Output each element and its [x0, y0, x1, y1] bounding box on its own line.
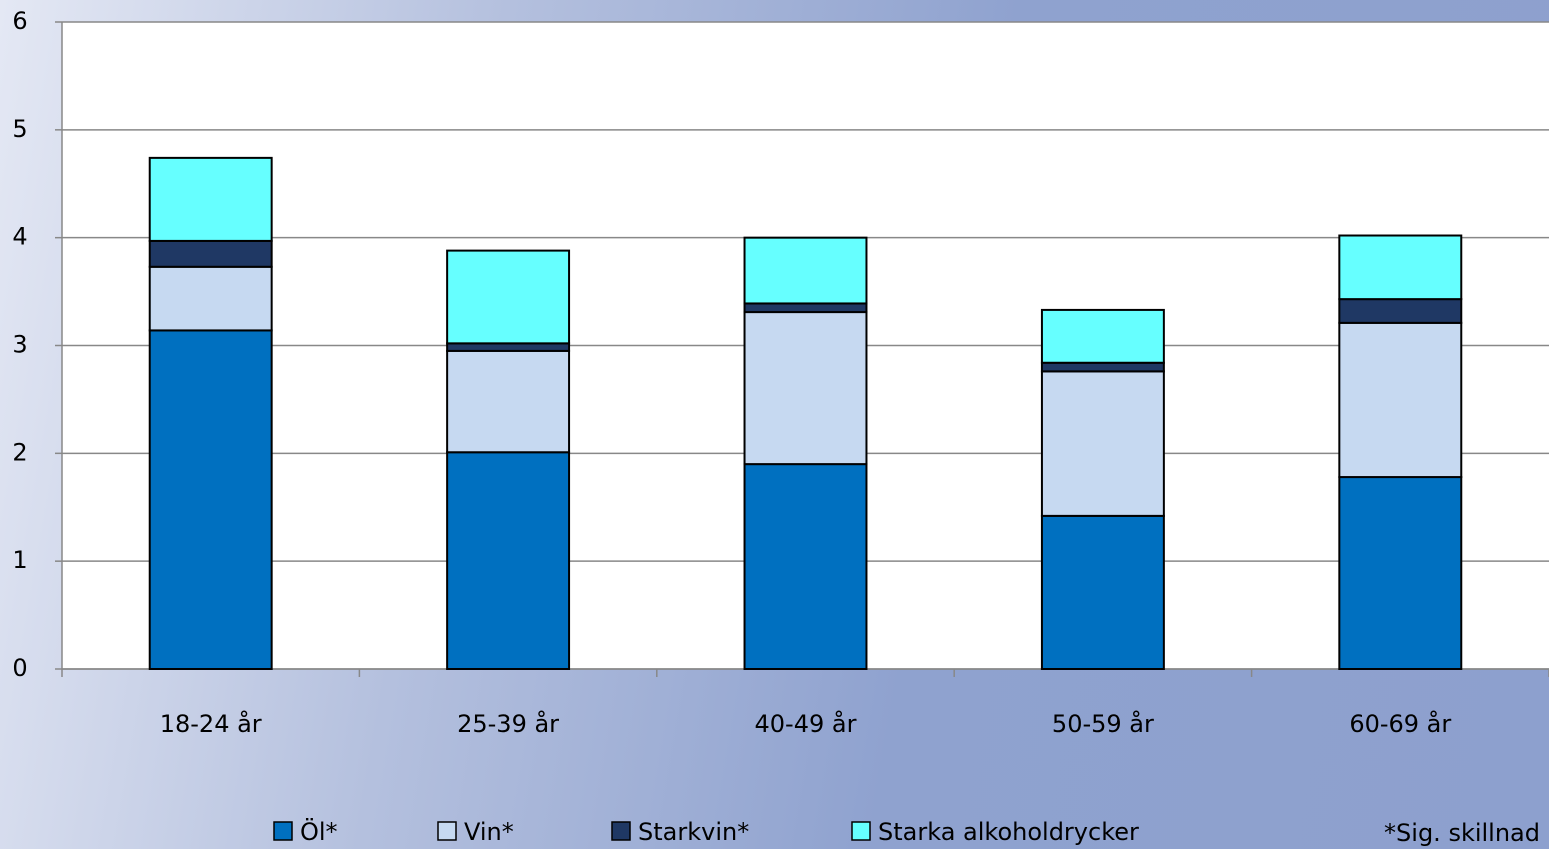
bar-segment	[743, 236, 868, 305]
x-tick-label: 50-59 år	[1052, 709, 1154, 738]
y-tick-label: 3	[12, 331, 27, 359]
bar-segment	[1338, 321, 1463, 479]
y-tick-label: 2	[12, 438, 27, 466]
legend-label: Starka alkoholdrycker	[878, 818, 1139, 846]
bar-segment	[446, 342, 571, 352]
x-tick-label: 40-49 år	[755, 709, 857, 738]
bar-segment	[148, 265, 273, 332]
bar-segment	[446, 451, 571, 670]
bar-segment	[446, 249, 571, 345]
bar-segment	[1040, 370, 1165, 517]
bar-segment	[446, 349, 571, 454]
bar-segment	[1040, 308, 1165, 364]
bar-segment	[148, 156, 273, 242]
bar-segment	[148, 329, 273, 670]
legend-label: Öl*	[300, 817, 338, 846]
legend-label: Vin*	[464, 818, 514, 846]
legend-swatch	[851, 821, 871, 841]
bar-segment	[743, 311, 868, 466]
x-tick-label: 60-69 år	[1349, 709, 1451, 738]
x-tick-label: 18-24 år	[160, 709, 262, 738]
y-tick-label: 0	[12, 654, 27, 682]
y-tick-label: 1	[12, 546, 27, 574]
y-tick-label: 6	[12, 7, 27, 35]
legend-swatch	[611, 821, 631, 841]
annotation: *Sig. skillnad	[1384, 819, 1540, 847]
bar-segment	[148, 239, 273, 268]
bar-segment	[1040, 514, 1165, 670]
legend-swatch	[437, 821, 457, 841]
legend-label: Starkvin*	[638, 818, 749, 846]
bar-segment	[743, 463, 868, 670]
bar-segment	[1338, 476, 1463, 670]
x-tick-label: 25-39 år	[457, 709, 559, 738]
y-tick-label: 5	[12, 115, 27, 143]
bar-segment	[743, 302, 868, 314]
legend-swatch	[273, 821, 293, 841]
bar-segment	[1040, 361, 1165, 373]
bar-segment	[1338, 234, 1463, 301]
bar-segment	[1338, 298, 1463, 324]
y-tick-label: 4	[12, 223, 27, 251]
